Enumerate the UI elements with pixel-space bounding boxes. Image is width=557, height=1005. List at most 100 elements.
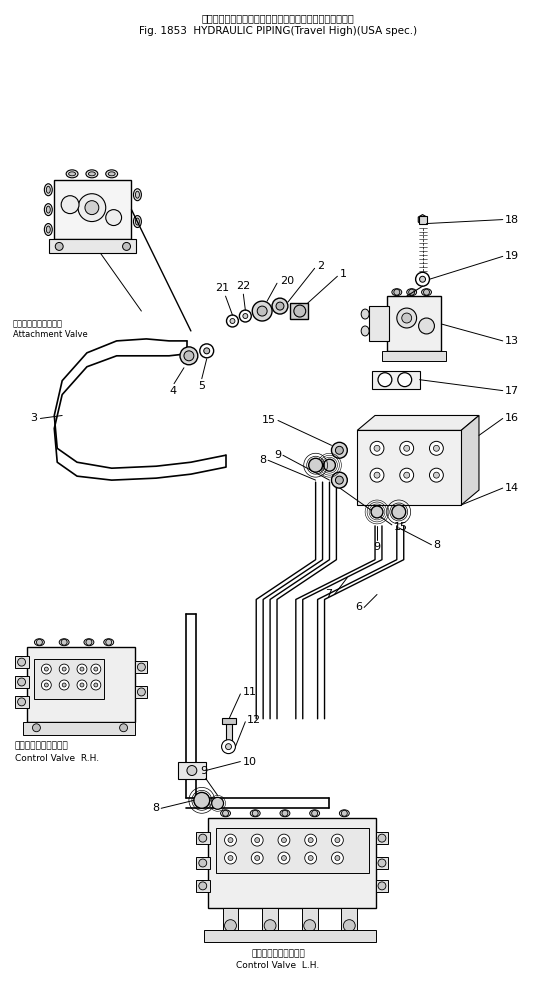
Ellipse shape: [106, 170, 118, 178]
Text: 8: 8: [152, 803, 159, 813]
Text: 17: 17: [505, 386, 519, 396]
Bar: [223, 908, 238, 930]
Circle shape: [374, 472, 380, 478]
Circle shape: [331, 834, 343, 846]
Circle shape: [255, 837, 260, 842]
Ellipse shape: [310, 810, 320, 817]
Circle shape: [343, 920, 355, 932]
Circle shape: [400, 468, 414, 482]
Text: 9: 9: [373, 542, 380, 552]
Text: 19: 19: [505, 251, 519, 261]
Circle shape: [278, 834, 290, 846]
Circle shape: [429, 468, 443, 482]
Ellipse shape: [104, 639, 114, 645]
Circle shape: [331, 442, 348, 458]
Bar: [262, 908, 278, 930]
Circle shape: [423, 289, 429, 295]
Circle shape: [41, 680, 51, 690]
Ellipse shape: [135, 218, 139, 225]
Ellipse shape: [250, 810, 260, 817]
Circle shape: [272, 298, 288, 314]
Bar: [204, 930, 376, 942]
Bar: [50, 239, 136, 253]
Text: 1: 1: [339, 269, 346, 279]
Circle shape: [433, 445, 439, 451]
Polygon shape: [357, 415, 479, 430]
Text: 3: 3: [31, 413, 37, 423]
Circle shape: [371, 506, 383, 518]
Bar: [208, 818, 376, 908]
Circle shape: [223, 810, 228, 816]
Text: Attachment Valve: Attachment Valve: [13, 330, 87, 339]
Ellipse shape: [361, 310, 369, 319]
Text: 12: 12: [247, 715, 261, 725]
Circle shape: [255, 855, 260, 860]
Circle shape: [378, 882, 386, 889]
Bar: [387, 296, 441, 351]
Text: アタッチメントバルブ: アタッチメントバルブ: [13, 319, 63, 328]
Circle shape: [187, 766, 197, 776]
Ellipse shape: [46, 226, 50, 233]
Circle shape: [378, 834, 386, 842]
Circle shape: [400, 441, 414, 455]
Circle shape: [224, 920, 236, 932]
Ellipse shape: [84, 639, 94, 645]
Circle shape: [398, 373, 412, 387]
Text: 13: 13: [505, 336, 519, 346]
Circle shape: [419, 318, 434, 334]
Ellipse shape: [108, 172, 115, 176]
Circle shape: [120, 724, 128, 732]
Circle shape: [62, 683, 66, 687]
Circle shape: [305, 852, 316, 864]
Circle shape: [36, 639, 42, 645]
Text: 7: 7: [325, 590, 333, 600]
Circle shape: [80, 667, 84, 671]
Circle shape: [251, 834, 263, 846]
Bar: [376, 832, 388, 844]
Bar: [196, 832, 209, 844]
Circle shape: [305, 834, 316, 846]
Ellipse shape: [59, 639, 69, 645]
Circle shape: [224, 852, 236, 864]
Circle shape: [138, 663, 145, 671]
Circle shape: [309, 458, 323, 472]
Circle shape: [404, 445, 410, 451]
Ellipse shape: [46, 186, 50, 193]
Circle shape: [397, 309, 417, 328]
Bar: [35, 659, 104, 698]
Text: 6: 6: [355, 602, 362, 612]
Bar: [302, 908, 317, 930]
Text: コントロールバルブ右: コントロールバルブ右: [14, 742, 69, 751]
Text: ハイドロリックパイピング（走行増速）（アメリカ仕様）: ハイドロリックパイピング（走行増速）（アメリカ仕様）: [202, 13, 354, 23]
Bar: [372, 371, 419, 389]
Circle shape: [331, 472, 348, 488]
Circle shape: [276, 303, 284, 311]
Text: 20: 20: [280, 276, 294, 286]
Circle shape: [251, 852, 263, 864]
Ellipse shape: [339, 810, 349, 817]
Circle shape: [404, 472, 410, 478]
Ellipse shape: [361, 326, 369, 336]
Circle shape: [252, 302, 272, 321]
Bar: [357, 430, 461, 505]
Circle shape: [228, 837, 233, 842]
Text: 8: 8: [259, 455, 266, 465]
Circle shape: [222, 740, 236, 754]
Circle shape: [378, 373, 392, 387]
Bar: [222, 718, 236, 724]
Text: 8: 8: [433, 540, 441, 550]
Text: 15: 15: [394, 522, 408, 532]
Text: 9: 9: [200, 767, 207, 777]
Circle shape: [94, 667, 98, 671]
Circle shape: [18, 678, 26, 686]
Circle shape: [61, 639, 67, 645]
Ellipse shape: [45, 204, 52, 216]
Bar: [226, 722, 232, 744]
Text: 14: 14: [505, 483, 519, 493]
Circle shape: [282, 810, 288, 816]
Circle shape: [45, 667, 48, 671]
Ellipse shape: [66, 170, 78, 178]
Circle shape: [18, 658, 26, 666]
Bar: [196, 857, 209, 869]
Circle shape: [402, 313, 412, 323]
